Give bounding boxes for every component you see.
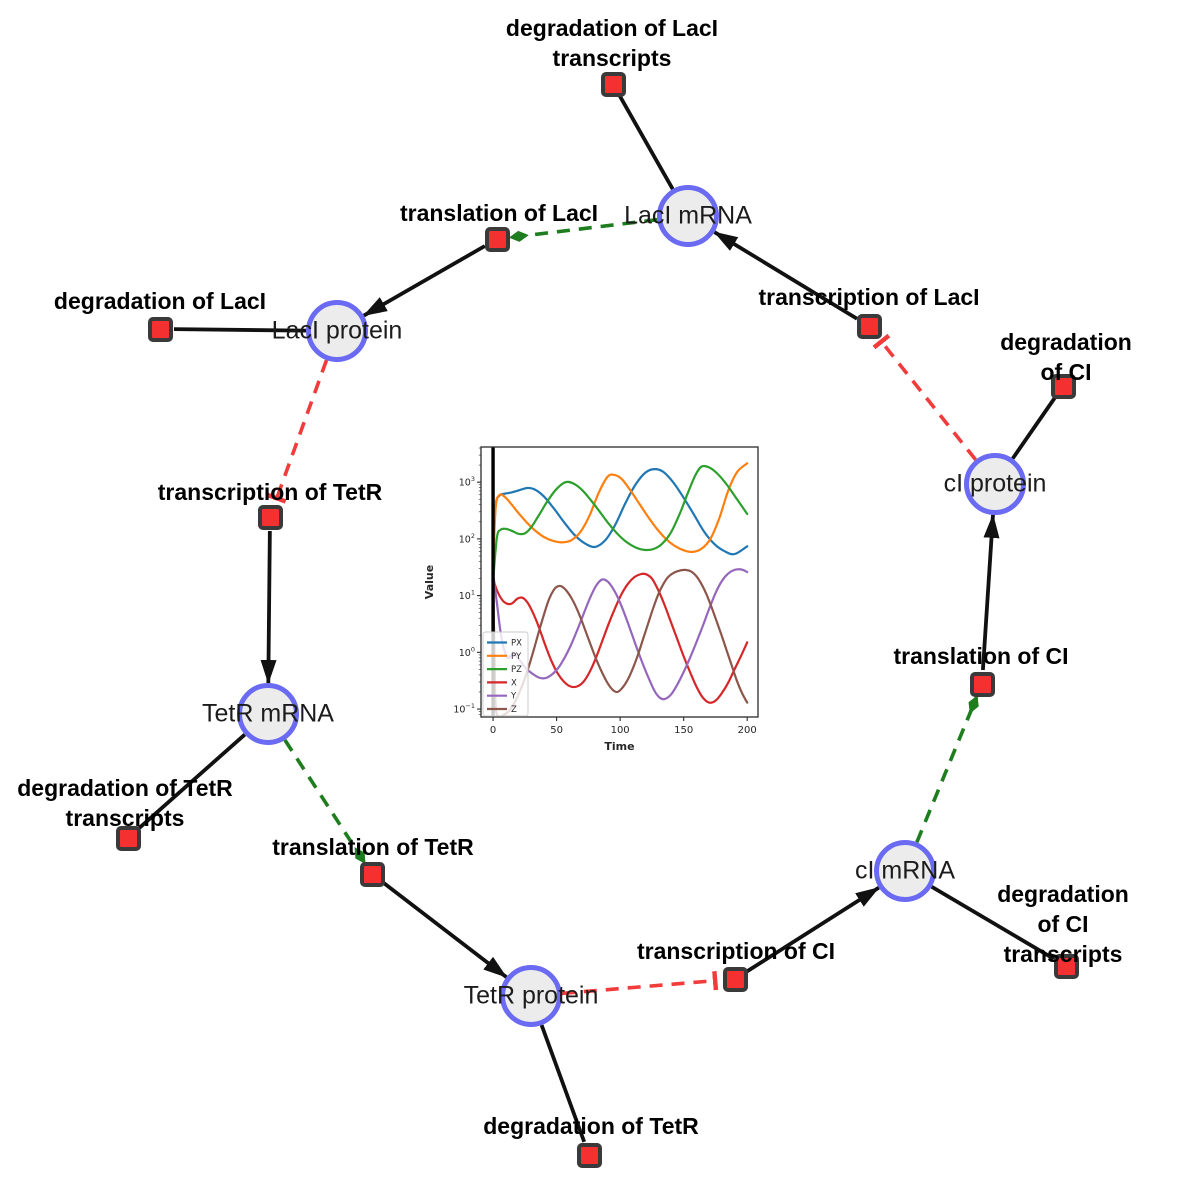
legend-label-X: X [511,678,517,688]
legend-label-PY: PY [511,652,522,662]
reaction-label-translation-tetr: translation of TetR [272,834,474,861]
x-tick-label: 0 [490,725,496,736]
edge-consumption-ci-mrna-to-deg-ci-transcripts [930,885,1055,961]
legend-label-Z: Z [511,705,517,715]
reaction-label-deg-laci: degradation of LacI [53,288,267,315]
y-tick-label: 100 [459,645,475,659]
edge-inhibition-laci-protein-to-transcription-tetr [267,359,329,504]
edge-production-translation-laci-to-laci-protein [362,244,486,318]
edge-production-translation-ci-to-ci-protein [981,513,1000,671]
reaction-label-transcription-ci: transcription of CI [636,938,836,965]
reaction-label-transcription-laci: transcription of LacI [758,284,980,311]
species-node-laci-mrna [657,185,719,247]
species-node-laci-protein [306,300,368,362]
y-axis-title: Value [423,565,436,599]
y-tick-label: 101 [459,589,475,603]
series-line-PX [491,467,749,560]
species-label-laci-protein: LacI protein [271,316,403,345]
x-tick-label: 200 [738,725,757,736]
edge-production-transcription-laci-to-laci-mrna [713,230,859,321]
x-tick-label: 50 [550,725,563,736]
legend-label-PX: PX [511,639,522,649]
reaction-node-deg-ci [1050,373,1076,399]
edge-consumption-laci-mrna-to-deg-laci-transcripts [618,95,675,190]
species-label-tetr-mrna: TetR mRNA [202,699,334,728]
x-tick-label: 150 [674,725,693,736]
edge-consumption-ci-protein-to-deg-ci [1011,396,1057,460]
reaction-node-translation-tetr [359,861,385,887]
edge-modifier-ci-mrna-to-translation-ci [915,695,979,844]
edge-modifier-laci-mrna-to-translation-laci [508,217,658,242]
reaction-node-deg-tetr [576,1142,602,1168]
y-tick-label: 10−1 [453,702,475,716]
reaction-label-deg-ci-transcripts: degradation of CI transcripts [997,881,1129,967]
edge-consumption-tetr-protein-to-deg-tetr [539,1024,586,1143]
legend: PX PY PZ XYZ [482,631,529,717]
edge-consumption-tetr-mrna-to-deg-tetr-transcripts [137,733,247,831]
legend-label-PZ: PZ [511,665,522,675]
reaction-label-transcription-tetr: transcription of TetR [157,479,383,506]
reaction-node-transcription-laci [856,313,882,339]
reaction-label-translation-ci: translation of CI [893,643,1069,670]
x-axis-title: Time [604,740,634,753]
y-tick-label: 103 [459,475,475,489]
edge-inhibition-ci-protein-to-transcription-laci [872,333,978,461]
series-line-PZ [491,464,749,583]
reaction-node-deg-laci [147,316,173,342]
time-series-plot: 0 50 100 150 20010310210110010−1TimeValuePXP… [423,446,759,753]
y-tick-label: 102 [459,532,475,546]
species-node-tetr-protein [500,965,562,1027]
edge-production-transcription-tetr-to-tetr-mrna [260,530,277,685]
species-node-ci-mrna [874,840,936,902]
reaction-node-deg-ci-transcripts [1053,953,1079,979]
reaction-label-deg-tetr-transcripts: degradation of TetR transcripts [17,775,233,831]
reaction-label-deg-tetr: degradation of TetR [483,1113,699,1140]
edge-consumption-laci-protein-to-deg-laci [173,327,307,333]
edge-production-transcription-ci-to-ci-mrna [745,886,880,974]
species-node-ci-protein [964,453,1026,515]
reaction-node-transcription-ci [722,966,748,992]
reaction-label-deg-laci-transcripts: degradation of LacI transcripts [505,15,719,71]
reaction-label-translation-laci: translation of LacI [399,200,599,227]
series-line-PY [491,462,749,572]
x-tick-label: 100 [611,725,630,736]
species-node-tetr-mrna [237,683,299,745]
reaction-node-translation-laci [484,226,510,252]
reaction-node-deg-tetr-transcripts [115,825,141,851]
edge-inhibition-tetr-protein-to-transcription-ci [561,971,719,996]
species-label-laci-mrna: LacI mRNA [624,201,752,230]
legend-label-Y: Y [510,692,517,702]
reaction-label-deg-ci: degradation of CI [1000,329,1132,385]
species-label-tetr-protein: TetR protein [463,981,599,1010]
reaction-node-deg-laci-transcripts [600,71,626,97]
edge-modifier-tetr-mrna-to-translation-tetr [283,739,366,864]
reaction-node-translation-ci [969,671,995,697]
species-label-ci-mrna: cI mRNA [855,856,955,885]
edge-production-translation-tetr-to-tetr-protein [381,881,508,979]
plot-frame [480,446,759,718]
reaction-node-transcription-tetr [257,504,283,530]
species-label-ci-protein: cI protein [943,469,1047,498]
series-line-X [491,572,749,704]
